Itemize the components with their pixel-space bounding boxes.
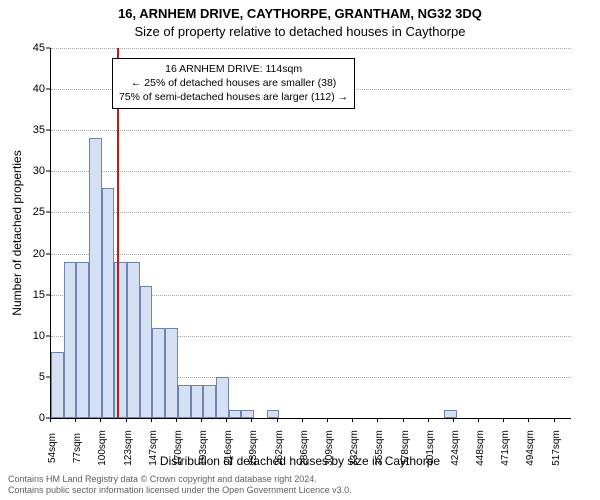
x-tick-label: 424sqm (450, 430, 461, 466)
x-tick-mark (554, 418, 555, 422)
histogram-bar (76, 262, 89, 418)
y-tick-mark (46, 294, 50, 295)
gridline (51, 171, 571, 172)
gridline (51, 254, 571, 255)
x-tick-mark (100, 418, 101, 422)
x-tick-mark (352, 418, 353, 422)
x-tick-mark (277, 418, 278, 422)
annotation-line-2: ← 25% of detached houses are smaller (38… (119, 76, 348, 90)
y-tick-mark (46, 130, 50, 131)
x-tick-label: 355sqm (374, 430, 385, 466)
x-tick-mark (528, 418, 529, 422)
x-tick-label: 332sqm (349, 430, 360, 466)
y-tick-mark (46, 48, 50, 49)
histogram-bar (152, 328, 165, 418)
x-tick-label: 517sqm (551, 430, 562, 466)
x-tick-mark (478, 418, 479, 422)
x-tick-mark (151, 418, 152, 422)
histogram-bar (178, 385, 191, 418)
x-tick-mark (428, 418, 429, 422)
x-tick-label: 193sqm (198, 430, 209, 466)
y-tick-label: 30 (15, 165, 45, 177)
histogram-bar (229, 410, 242, 418)
x-tick-mark (75, 418, 76, 422)
x-tick-mark (327, 418, 328, 422)
annotation-box: 16 ARNHEM DRIVE: 114sqm ← 25% of detache… (112, 58, 355, 109)
y-tick-label: 15 (15, 289, 45, 301)
x-tick-mark (226, 418, 227, 422)
x-tick-mark (251, 418, 252, 422)
y-tick-label: 5 (15, 371, 45, 383)
x-tick-mark (302, 418, 303, 422)
y-tick-mark (46, 171, 50, 172)
histogram-bar (64, 262, 77, 418)
y-tick-label: 20 (15, 248, 45, 260)
histogram-bar (191, 385, 204, 418)
y-tick-label: 0 (15, 412, 45, 424)
x-tick-mark (453, 418, 454, 422)
x-tick-label: 494sqm (525, 430, 536, 466)
y-tick-mark (46, 253, 50, 254)
footer-line-1: Contains HM Land Registry data © Crown c… (8, 474, 352, 485)
histogram-bar (127, 262, 140, 418)
y-tick-label: 10 (15, 330, 45, 342)
x-tick-label: 471sqm (500, 430, 511, 466)
y-tick-label: 25 (15, 206, 45, 218)
histogram-bar (241, 410, 254, 418)
histogram-bar (89, 138, 102, 418)
x-tick-label: 262sqm (274, 430, 285, 466)
x-tick-label: 286sqm (299, 430, 310, 466)
histogram-bar (51, 352, 64, 418)
x-tick-label: 448sqm (475, 430, 486, 466)
y-tick-label: 45 (15, 42, 45, 54)
x-tick-mark (126, 418, 127, 422)
x-tick-label: 100sqm (97, 430, 108, 466)
histogram-bar (102, 188, 115, 418)
histogram-bar (216, 377, 229, 418)
histogram-bar (444, 410, 457, 418)
x-tick-label: 378sqm (400, 430, 411, 466)
x-tick-label: 239sqm (248, 430, 259, 466)
annotation-line-3: 75% of semi-detached houses are larger (… (119, 90, 348, 104)
x-tick-label: 147sqm (148, 430, 159, 466)
x-tick-mark (503, 418, 504, 422)
x-tick-label: 54sqm (47, 433, 58, 463)
histogram-bar (203, 385, 216, 418)
y-tick-mark (46, 376, 50, 377)
histogram-bar (140, 286, 153, 418)
chart-container: 16, ARNHEM DRIVE, CAYTHORPE, GRANTHAM, N… (0, 0, 600, 500)
y-tick-mark (46, 212, 50, 213)
y-tick-label: 40 (15, 83, 45, 95)
x-tick-label: 123sqm (123, 430, 134, 466)
x-tick-mark (377, 418, 378, 422)
footer-attribution: Contains HM Land Registry data © Crown c… (8, 474, 352, 497)
gridline (51, 48, 571, 49)
x-tick-mark (201, 418, 202, 422)
gridline (51, 212, 571, 213)
y-tick-mark (46, 335, 50, 336)
y-tick-label: 35 (15, 124, 45, 136)
x-tick-label: 309sqm (324, 430, 335, 466)
histogram-bar (165, 328, 178, 418)
chart-title-main: 16, ARNHEM DRIVE, CAYTHORPE, GRANTHAM, N… (0, 6, 600, 21)
annotation-line-1: 16 ARNHEM DRIVE: 114sqm (119, 62, 348, 76)
x-tick-label: 401sqm (425, 430, 436, 466)
gridline (51, 130, 571, 131)
x-tick-mark (176, 418, 177, 422)
chart-title-sub: Size of property relative to detached ho… (0, 24, 600, 39)
footer-line-2: Contains public sector information licen… (8, 485, 352, 496)
x-tick-label: 216sqm (223, 430, 234, 466)
x-tick-label: 77sqm (72, 433, 83, 463)
x-tick-mark (403, 418, 404, 422)
y-tick-mark (46, 89, 50, 90)
x-tick-label: 170sqm (173, 430, 184, 466)
histogram-bar (267, 410, 280, 418)
x-tick-mark (50, 418, 51, 422)
